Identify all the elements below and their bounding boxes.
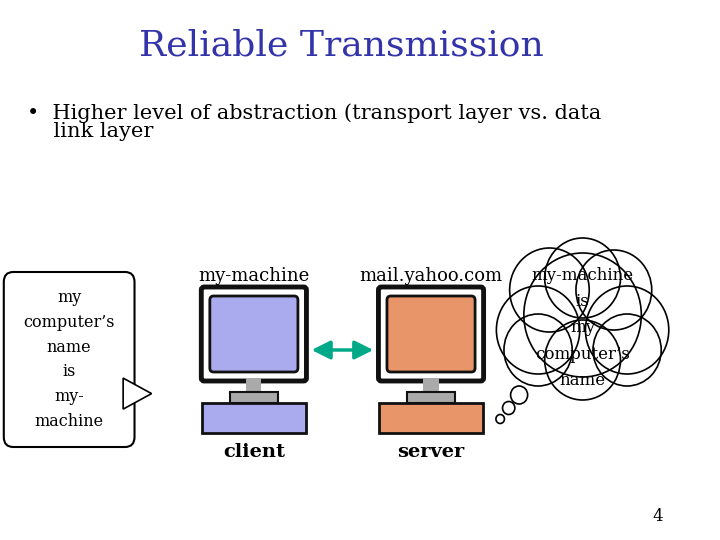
Text: •  Higher level of abstraction (transport layer vs. data: • Higher level of abstraction (transport… — [27, 103, 600, 123]
Circle shape — [510, 248, 589, 332]
FancyBboxPatch shape — [379, 287, 484, 381]
FancyBboxPatch shape — [210, 296, 298, 372]
Text: Reliable Transmission: Reliable Transmission — [139, 28, 544, 62]
Text: link layer: link layer — [27, 122, 153, 141]
Text: mail.yahoo.com: mail.yahoo.com — [359, 267, 503, 285]
Text: my-machine: my-machine — [198, 267, 310, 285]
Circle shape — [524, 253, 642, 377]
Bar — [423, 378, 438, 392]
Circle shape — [504, 314, 572, 386]
Circle shape — [545, 320, 621, 400]
Text: 4: 4 — [652, 508, 663, 525]
Circle shape — [503, 402, 515, 415]
Text: client: client — [223, 443, 285, 461]
Circle shape — [510, 386, 528, 404]
Text: my-machine
is
my
computer’s
name: my-machine is my computer’s name — [531, 267, 634, 389]
FancyBboxPatch shape — [4, 272, 135, 447]
Circle shape — [585, 286, 669, 374]
Bar — [230, 392, 277, 403]
FancyBboxPatch shape — [202, 287, 307, 381]
Text: my
computer’s
name
is
my-
machine: my computer’s name is my- machine — [24, 289, 115, 430]
Bar — [408, 392, 455, 403]
FancyBboxPatch shape — [387, 296, 475, 372]
Circle shape — [496, 415, 505, 423]
Text: server: server — [397, 443, 464, 461]
Bar — [202, 403, 306, 433]
Circle shape — [545, 238, 621, 318]
Bar — [379, 403, 483, 433]
Circle shape — [496, 286, 580, 374]
Polygon shape — [123, 378, 152, 409]
Bar — [246, 378, 261, 392]
Circle shape — [593, 314, 661, 386]
Circle shape — [576, 250, 652, 330]
